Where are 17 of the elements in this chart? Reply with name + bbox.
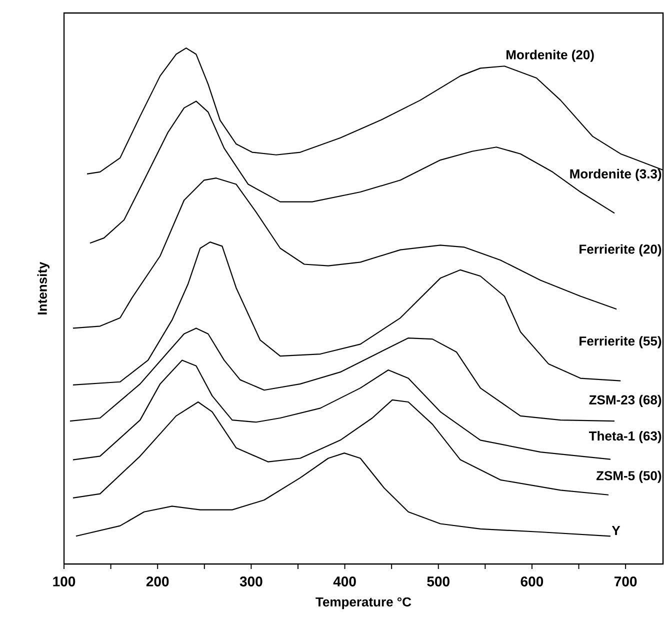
- x-axis-title: Temperature °C: [316, 597, 412, 610]
- x-tick-label: 100: [53, 576, 76, 586]
- series-label: Y: [612, 526, 620, 535]
- x-tick-label: 200: [146, 576, 169, 586]
- series-label: Theta-1 (63): [588, 431, 662, 444]
- x-tick-label: 700: [614, 576, 637, 586]
- series-label: ZSM-23 (68): [589, 394, 662, 408]
- series-label: ZSM-5 (50): [596, 470, 662, 483]
- x-tick-label: 500: [427, 576, 450, 586]
- text: Ferrierite (55): [580, 336, 662, 348]
- x-tick-label: 300: [240, 576, 262, 586]
- text: Ferrierite (20): [580, 244, 662, 256]
- series-label: Mordenite (3.3): [570, 168, 662, 182]
- x-tick-label: 600: [520, 576, 544, 586]
- x-tick-label: 400: [333, 576, 356, 586]
- y-axis-title: Intensity: [37, 262, 50, 314]
- series-label: Mordenite (20): [506, 50, 594, 62]
